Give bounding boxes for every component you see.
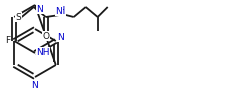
- Text: N: N: [32, 80, 38, 89]
- Text: H: H: [58, 6, 65, 16]
- Text: NH: NH: [36, 48, 50, 56]
- Text: S: S: [15, 13, 21, 22]
- Text: F: F: [5, 36, 10, 45]
- Text: O: O: [42, 31, 49, 41]
- Text: N: N: [55, 7, 62, 16]
- Text: N: N: [37, 4, 43, 13]
- Text: N: N: [57, 33, 64, 42]
